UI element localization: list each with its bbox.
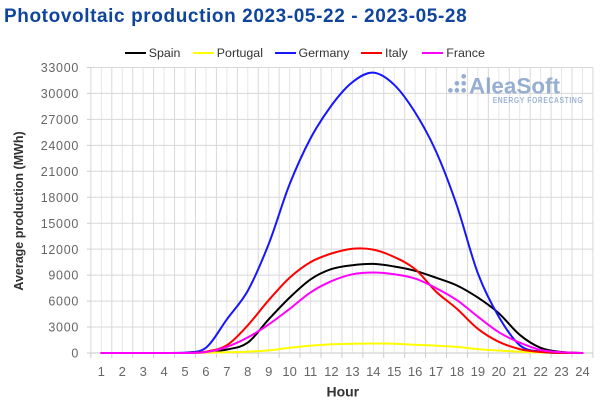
svg-text:11: 11: [304, 364, 318, 379]
svg-text:17: 17: [429, 364, 443, 379]
svg-text:3: 3: [140, 364, 147, 379]
svg-text:27000: 27000: [41, 113, 79, 127]
svg-text:3000: 3000: [48, 321, 79, 335]
svg-text:18000: 18000: [41, 191, 79, 205]
svg-text:5: 5: [181, 364, 188, 379]
svg-text:20: 20: [492, 364, 506, 379]
svg-text:24: 24: [575, 364, 589, 379]
svg-text:12000: 12000: [41, 243, 79, 257]
svg-text:8: 8: [244, 364, 251, 379]
svg-text:12: 12: [324, 364, 338, 379]
svg-text:6: 6: [202, 364, 209, 379]
svg-text:15: 15: [387, 364, 401, 379]
svg-text:0: 0: [71, 347, 79, 361]
svg-text:1: 1: [98, 364, 105, 379]
svg-text:18: 18: [450, 364, 464, 379]
svg-text:4: 4: [160, 364, 167, 379]
svg-text:19: 19: [471, 364, 485, 379]
svg-text:14: 14: [366, 364, 380, 379]
svg-text:30000: 30000: [41, 87, 79, 101]
svg-text:33000: 33000: [41, 61, 79, 75]
svg-text:16: 16: [408, 364, 422, 379]
svg-text:23: 23: [554, 364, 568, 379]
svg-text:24000: 24000: [41, 139, 79, 153]
svg-text:Hour: Hour: [326, 383, 359, 399]
svg-text:22: 22: [533, 364, 547, 379]
svg-text:7: 7: [223, 364, 230, 379]
svg-text:6000: 6000: [48, 295, 79, 309]
svg-text:21000: 21000: [41, 165, 79, 179]
svg-text:9000: 9000: [48, 269, 79, 283]
svg-text:21: 21: [512, 364, 526, 379]
svg-text:ENERGY FORECASTING: ENERGY FORECASTING: [493, 96, 584, 105]
svg-text:13: 13: [345, 364, 359, 379]
svg-text:2: 2: [119, 364, 126, 379]
svg-text:15000: 15000: [41, 217, 79, 231]
svg-text:Average production (MWh): Average production (MWh): [12, 131, 26, 290]
svg-text:10: 10: [282, 364, 296, 379]
svg-text:AleaSoft: AleaSoft: [469, 73, 561, 98]
svg-text:9: 9: [265, 364, 272, 379]
